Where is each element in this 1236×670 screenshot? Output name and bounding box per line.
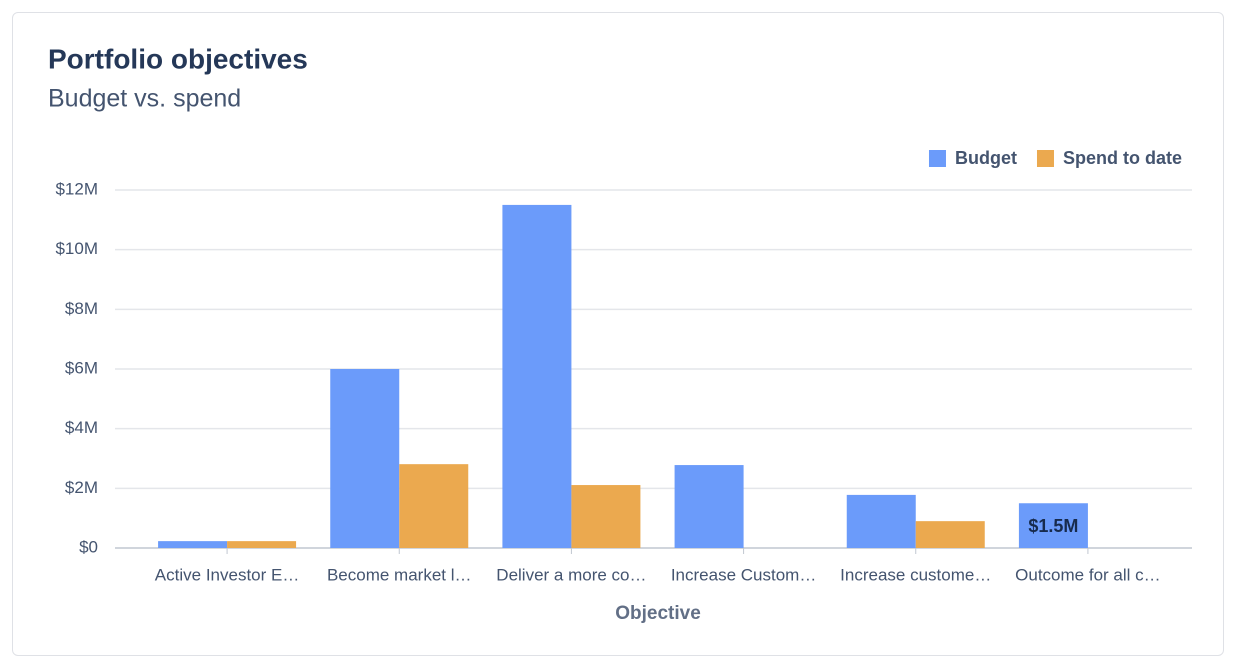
y-tick-label: $4M (65, 418, 98, 437)
y-tick-label: $0 (79, 537, 98, 556)
legend-label: Budget (955, 148, 1017, 168)
x-tick-label: Outcome for all c… (1015, 565, 1161, 584)
legend-swatch (1036, 150, 1054, 167)
x-axis-label: Objective (615, 603, 701, 624)
bar (330, 369, 400, 548)
y-tick-label: $2M (65, 478, 98, 497)
x-tick-label: Increase Custom… (671, 565, 817, 584)
chart-title: Portfolio objectives (48, 43, 308, 74)
y-tick-label: $10M (55, 239, 98, 258)
legend-label: Spend to date (1063, 148, 1182, 168)
bar (158, 541, 228, 548)
bar (399, 464, 469, 548)
bar (1018, 503, 1088, 548)
data-label: $1.5M (1028, 516, 1078, 536)
bar (502, 204, 572, 548)
y-tick-label: $12M (55, 179, 98, 198)
x-tick-label: Active Investor E… (155, 565, 300, 584)
x-tick-label: Become market l… (327, 565, 472, 584)
bar (571, 485, 641, 548)
legend-swatch (928, 150, 946, 167)
y-tick-label: $6M (65, 358, 98, 377)
x-tick-label: Deliver a more co… (496, 565, 646, 584)
x-tick-label: Increase custome… (840, 565, 991, 584)
chart-subtitle: Budget vs. spend (48, 85, 241, 113)
bar (674, 465, 744, 548)
bar (846, 494, 916, 548)
bar (227, 541, 297, 548)
y-tick-label: $8M (65, 299, 98, 318)
card (12, 12, 1224, 656)
bar (915, 521, 985, 548)
